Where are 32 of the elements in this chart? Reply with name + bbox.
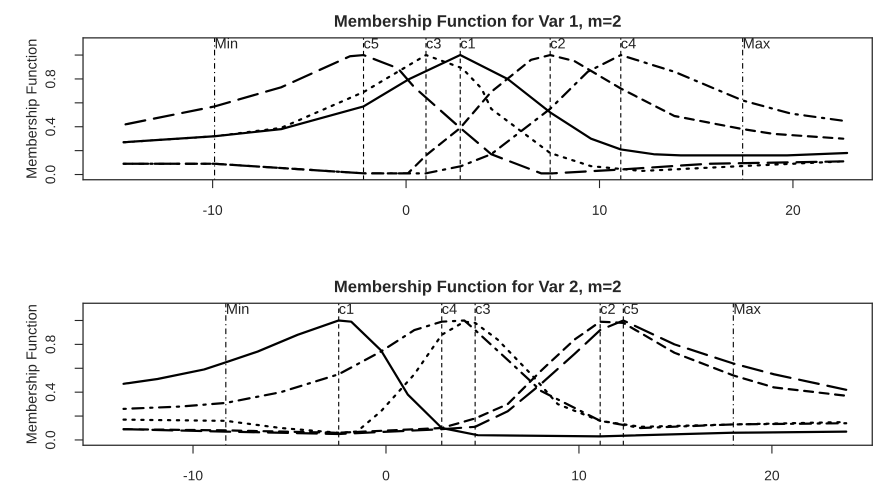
ref-line-label: Min [216, 38, 238, 48]
x-tick-label: -10 [184, 470, 203, 480]
chart-title: Membership Function for Var 1, m=2 [334, 14, 621, 30]
y-tick-label: 0.8 [45, 335, 56, 354]
ref-line-label: c3 [426, 38, 441, 49]
y-axis-title: Membership Function [26, 40, 40, 178]
y-tick-label: 0.4 [45, 117, 56, 136]
x-tick-label: 20 [786, 205, 800, 215]
ref-line-label: c4 [442, 304, 457, 314]
x-tick-label: 0 [382, 470, 390, 480]
chart-title: Membership Function for Var 2, m=2 [334, 280, 621, 296]
y-tick-label: 0.4 [45, 382, 56, 402]
ref-line-label: c1 [460, 38, 475, 49]
ref-line-label: c1 [339, 304, 354, 314]
x-tick-label: 10 [592, 205, 607, 215]
ref-line-label: c2 [600, 304, 615, 314]
y-tick-label: 0.0 [45, 165, 56, 184]
ref-line-label: c3 [476, 304, 490, 314]
y-axis-title: Membership Function [26, 305, 40, 444]
y-tick-label: 0.8 [45, 70, 56, 88]
x-tick-label: -10 [203, 205, 222, 215]
ref-line-label: c4 [621, 38, 636, 49]
ref-line-label: c2 [550, 38, 565, 49]
ref-line-label: Min [227, 303, 248, 314]
y-tick-label: 0.0 [45, 430, 56, 450]
ref-line-label: c5 [624, 304, 638, 314]
ref-line-label: Max [744, 38, 770, 49]
x-tick-label: 20 [764, 470, 780, 480]
ref-line-label: Max [734, 304, 761, 314]
x-tick-label: 0 [402, 205, 410, 215]
ref-line-label: c5 [364, 38, 378, 49]
x-tick-label: 10 [572, 470, 586, 480]
